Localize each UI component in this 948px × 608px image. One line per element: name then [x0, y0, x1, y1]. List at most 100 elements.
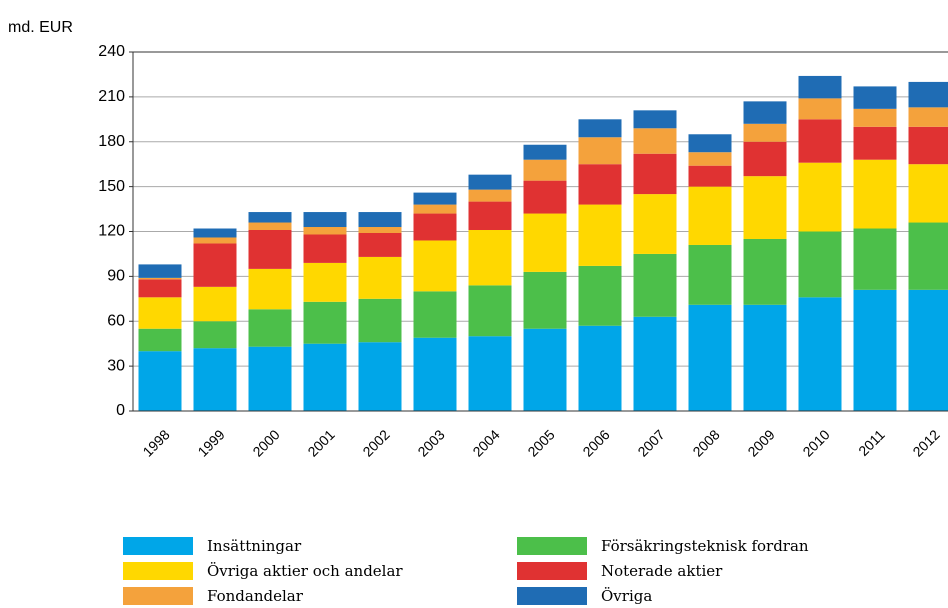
bar-segment — [853, 159, 897, 229]
bar-segment — [193, 237, 237, 244]
bar-segment — [358, 342, 402, 411]
y-tick-label: 30 — [107, 357, 125, 374]
bar-segment — [743, 123, 787, 142]
bar-segment — [248, 230, 292, 269]
bar-segment — [358, 256, 402, 299]
bar-segment — [248, 309, 292, 347]
bar-segment — [743, 304, 787, 411]
bar-segment — [358, 298, 402, 343]
bar-segment — [908, 164, 948, 223]
bar-segment — [303, 234, 347, 263]
legend-swatch — [123, 562, 193, 580]
bar-segment — [138, 264, 182, 278]
y-tick-label: 0 — [116, 402, 125, 419]
legend-label: Fondandelar — [207, 587, 304, 605]
bar-segment — [413, 192, 457, 205]
bar-segment — [798, 231, 842, 298]
x-tick-label: 2006 — [579, 426, 612, 459]
legend-label: Försäkringsteknisk fordran — [601, 537, 809, 555]
bar-segment — [908, 222, 948, 290]
x-tick-label: 2001 — [304, 426, 337, 459]
bar-segment — [468, 336, 512, 411]
bar-segment — [413, 204, 457, 214]
bar-segment — [413, 213, 457, 241]
x-tick-label: 2004 — [469, 426, 502, 459]
bar-segment — [633, 316, 677, 411]
y-tick-label: 60 — [107, 312, 125, 329]
bar-segment — [468, 201, 512, 231]
bar-segment — [578, 137, 622, 165]
bar-segment — [688, 244, 732, 305]
bar-segment — [743, 101, 787, 124]
bar-segment — [688, 152, 732, 166]
bar-segment — [688, 165, 732, 187]
legend-swatch — [123, 587, 193, 605]
bar-segment — [798, 297, 842, 411]
bar-segment — [248, 222, 292, 231]
bar-segment — [853, 86, 897, 109]
bar-segment — [743, 176, 787, 239]
bar-segment — [688, 186, 732, 245]
bar-segment — [468, 230, 512, 286]
bar-segment — [798, 119, 842, 163]
bar-segment — [303, 343, 347, 411]
y-tick-label: 120 — [98, 223, 125, 240]
bar-segment — [908, 289, 948, 411]
bar-segment — [523, 144, 567, 160]
bar-segment — [248, 212, 292, 223]
bar-segment — [743, 141, 787, 177]
legend-label: Noterade aktier — [601, 562, 723, 580]
bar-segment — [853, 289, 897, 411]
bar-segment — [633, 128, 677, 154]
bar-segment — [523, 159, 567, 181]
bar-segment — [413, 337, 457, 411]
bar-segment — [138, 351, 182, 411]
legend-swatch — [517, 587, 587, 605]
y-tick-label: 90 — [107, 268, 125, 285]
bar-segment — [468, 174, 512, 190]
y-tick-label: 180 — [98, 133, 125, 150]
bar-segment — [908, 126, 948, 165]
bar-segment — [303, 301, 347, 344]
x-tick-label: 1999 — [194, 426, 227, 459]
bar-segment — [688, 304, 732, 411]
legend-swatch — [517, 537, 587, 555]
bar-segment — [358, 212, 402, 228]
x-tick-label: 2010 — [799, 426, 832, 459]
bar-segment — [798, 162, 842, 232]
x-tick-label: 1998 — [139, 426, 172, 459]
bar-segment — [853, 108, 897, 127]
y-axis-label: md. EUR — [8, 19, 73, 36]
bar-segment — [578, 164, 622, 205]
bar-segment — [633, 153, 677, 195]
legend-label: Övriga — [601, 587, 652, 605]
x-tick-label: 2009 — [744, 426, 777, 459]
x-tick-label: 2012 — [909, 426, 942, 459]
bar-segment — [248, 268, 292, 310]
y-tick-label: 150 — [98, 178, 125, 195]
x-tick-label: 2003 — [414, 426, 447, 459]
bar-segment — [853, 228, 897, 290]
bar-segment — [193, 228, 237, 238]
bar-segment — [908, 107, 948, 127]
bar-segment — [578, 204, 622, 266]
bar-segment — [468, 285, 512, 337]
bar-segment — [743, 238, 787, 305]
bar-segment — [523, 271, 567, 329]
bar-segment — [578, 265, 622, 326]
bar-segment — [633, 253, 677, 317]
legend-label: Insättningar — [207, 537, 302, 555]
bar-segment — [303, 262, 347, 302]
bar-segment — [413, 291, 457, 338]
bar-segment — [633, 194, 677, 254]
legend-swatch — [517, 562, 587, 580]
bar-segment — [413, 240, 457, 292]
y-tick-label: 240 — [98, 43, 125, 60]
bar-segment — [688, 134, 732, 153]
bar-segment — [248, 346, 292, 411]
bar-segment — [193, 321, 237, 349]
bar-segment — [138, 297, 182, 329]
x-tick-label: 2011 — [855, 426, 888, 459]
bar-segment — [853, 126, 897, 160]
